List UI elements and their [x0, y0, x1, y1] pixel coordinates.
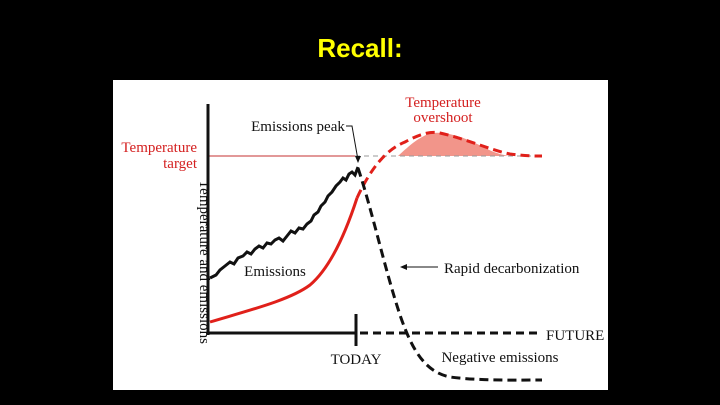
- emissions-label: Emissions: [244, 264, 306, 280]
- future-label: FUTURE: [546, 328, 604, 344]
- emissions-curve-future: [356, 167, 543, 382]
- axis-label: Temperature and emissions: [196, 180, 212, 344]
- peak-label: Emissions peak: [251, 119, 345, 135]
- overshoot-area: [398, 132, 512, 156]
- decarb-arrowhead: [400, 264, 407, 270]
- negative-label: Negative emissions: [441, 350, 558, 366]
- emissions-curve: [209, 166, 360, 280]
- temperature-curve: [209, 197, 359, 324]
- slide-title: Recall:: [317, 33, 402, 63]
- overshoot-label: Temperature: [405, 95, 481, 111]
- target-label: target: [163, 156, 198, 172]
- today-label: TODAY: [331, 352, 382, 368]
- decarb-label: Rapid decarbonization: [444, 261, 580, 277]
- diagram-panel: [113, 80, 608, 390]
- peak-arrowhead: [355, 156, 361, 163]
- target-label: Temperature: [121, 140, 197, 156]
- peak-arrow: [346, 125, 359, 161]
- temperature-curve-future: [355, 130, 543, 199]
- overshoot-label: overshoot: [413, 110, 473, 126]
